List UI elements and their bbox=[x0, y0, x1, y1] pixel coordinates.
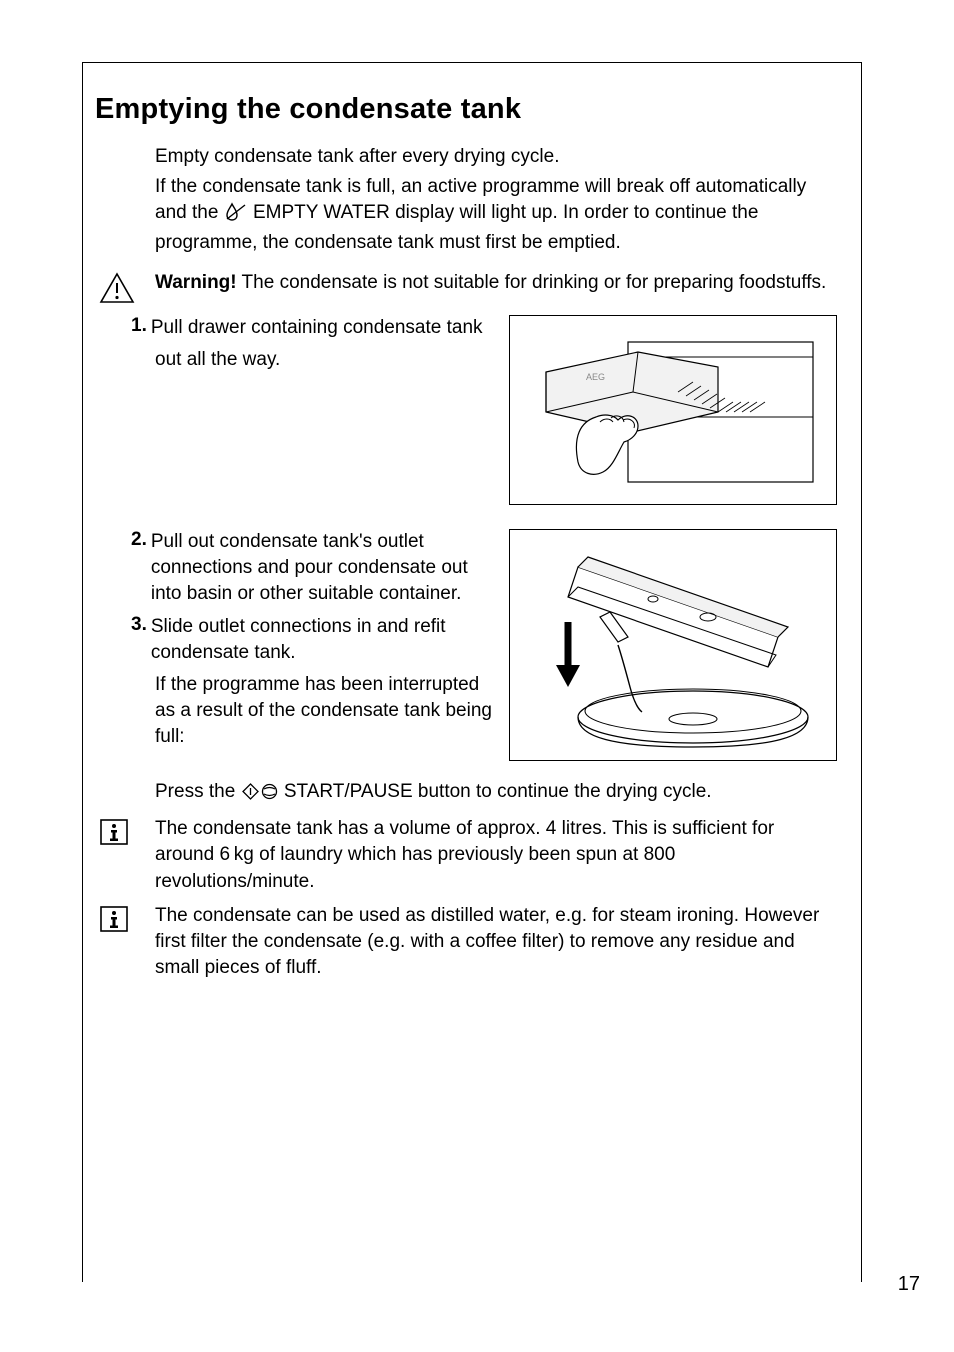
info-1-icon-col bbox=[95, 816, 155, 851]
step-1-text-col: 1. Pull drawer containing condensate tan… bbox=[95, 315, 495, 379]
step-3-cont-b: Press the START/PAUSE button to continue… bbox=[155, 779, 837, 808]
water-drop-crossed-icon bbox=[225, 202, 247, 229]
warning-triangle-icon bbox=[99, 272, 135, 309]
step-2-figure-col bbox=[509, 529, 837, 779]
info-2-icon-col bbox=[95, 903, 155, 938]
info-1-block: The condensate tank has a volume of appr… bbox=[95, 816, 837, 895]
step-1-figure-col: AEG bbox=[509, 315, 837, 523]
step-2-num: 2. bbox=[131, 529, 147, 608]
content: Emptying the condensate tank Empty conde… bbox=[83, 63, 861, 981]
step-3-cont-a: If the programme has been interrupted as… bbox=[155, 672, 495, 751]
step-2-body: Pull out condensate tank's outlet connec… bbox=[151, 529, 495, 608]
info-2-text: The condensate can be used as distilled … bbox=[155, 903, 837, 982]
step-3-num: 3. bbox=[131, 614, 147, 666]
intro-line: Empty condensate tank after every drying… bbox=[155, 144, 837, 170]
svg-text:AEG: AEG bbox=[586, 372, 605, 382]
step-2-3-text-col: 2. Pull out condensate tank's outlet con… bbox=[95, 529, 495, 757]
step-1: 1. Pull drawer containing condensate tan… bbox=[95, 315, 495, 341]
intro-paragraph: If the condensate tank is full, an activ… bbox=[155, 174, 837, 256]
step-1-cont: out all the way. bbox=[155, 347, 495, 373]
step-2-3-block: 2. Pull out condensate tank's outlet con… bbox=[95, 529, 837, 779]
step-3: 3. Slide outlet connections in and refit… bbox=[95, 614, 495, 666]
figure-2-pour bbox=[509, 529, 837, 761]
step-3-cont-b-pre: Press the bbox=[155, 781, 241, 802]
step-3-cont-b-post: START/PAUSE button to continue the dryin… bbox=[279, 781, 712, 802]
step-3-body: Slide outlet connections in and refit co… bbox=[151, 614, 495, 666]
info-icon bbox=[99, 905, 129, 938]
info-2-block: The condensate can be used as distilled … bbox=[95, 903, 837, 982]
warning-text: Warning! The condensate is not suitable … bbox=[155, 270, 837, 296]
page-frame: Emptying the condensate tank Empty conde… bbox=[82, 62, 862, 1282]
step-1-body: Pull drawer containing condensate tank bbox=[151, 315, 495, 341]
section-heading: Emptying the condensate tank bbox=[95, 93, 837, 126]
step-1-block: 1. Pull drawer containing condensate tan… bbox=[95, 315, 837, 523]
warning-icon-col bbox=[95, 270, 155, 309]
step-1-num: 1. bbox=[131, 315, 147, 341]
figure-1-pull-drawer: AEG bbox=[509, 315, 837, 505]
pause-cycle-icon bbox=[261, 782, 278, 808]
warning-block: Warning! The condensate is not suitable … bbox=[95, 270, 837, 309]
info-1-text: The condensate tank has a volume of appr… bbox=[155, 816, 837, 895]
page-number: 17 bbox=[898, 1273, 920, 1296]
step-2: 2. Pull out condensate tank's outlet con… bbox=[95, 529, 495, 608]
diamond-icon bbox=[242, 782, 259, 808]
warning-body: The condensate is not suitable for drink… bbox=[237, 272, 827, 293]
warning-label: Warning! bbox=[155, 272, 237, 293]
info-icon bbox=[99, 818, 129, 851]
